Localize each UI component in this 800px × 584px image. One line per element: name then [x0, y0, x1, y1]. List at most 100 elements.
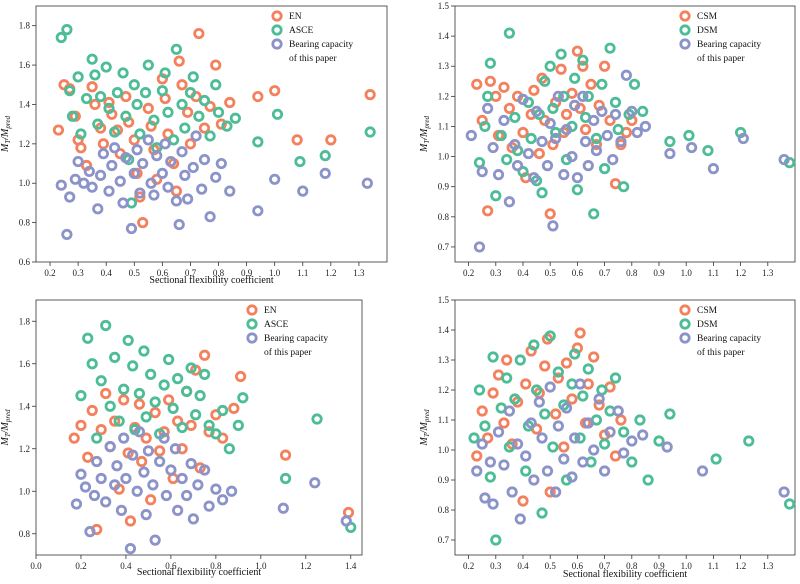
data-point — [582, 417, 594, 429]
data-point — [490, 190, 502, 202]
data-point — [560, 357, 573, 369]
data-point — [536, 187, 548, 199]
data-point — [696, 465, 709, 477]
data-point — [566, 393, 578, 405]
data-point — [173, 55, 185, 67]
data-point — [637, 429, 649, 441]
data-point — [55, 179, 67, 191]
x-tick-label: 1.0 — [269, 268, 281, 278]
data-point — [79, 481, 92, 493]
data-point — [179, 122, 191, 134]
data-point — [618, 426, 630, 438]
data-point — [628, 78, 641, 90]
data-point — [590, 132, 603, 145]
data-point — [131, 485, 143, 497]
y-tick-label: 1.4 — [19, 99, 31, 109]
data-point — [113, 415, 125, 427]
x-tick-label: 0.8 — [626, 268, 638, 278]
data-point — [487, 141, 499, 154]
chart-panel-3: 0.0 0.2 0.4 0.6 0.8 1.0 1.2 1.4 0.8 1.0 1.2 1.4 1.6 1… — [0, 299, 363, 578]
data-point — [585, 78, 597, 90]
x-tick-label: 0.6 — [572, 561, 584, 571]
data-point — [75, 468, 87, 480]
data-point — [158, 432, 170, 444]
data-point — [118, 394, 130, 406]
data-point — [558, 90, 570, 102]
data-point — [612, 123, 624, 136]
data-point — [555, 48, 567, 60]
data-point — [95, 424, 107, 436]
y-tick-label: 1.5 — [438, 1, 450, 11]
data-point — [192, 479, 204, 491]
data-point — [162, 128, 174, 140]
data-point — [484, 57, 496, 69]
data-point — [325, 134, 337, 146]
data-point — [582, 363, 594, 375]
data-point — [598, 465, 611, 477]
data-point — [530, 384, 543, 396]
data-point — [88, 489, 101, 502]
data-point — [615, 414, 627, 426]
chart-panel-2: 0.2 0.3 0.4 0.5 0.6 0.7 0.8 0.9 1.0 1.1 1.2 1.3 0.7 0… — [419, 1, 796, 278]
data-point — [501, 354, 513, 366]
data-point — [566, 471, 578, 483]
data-point — [473, 384, 486, 396]
data-point — [128, 79, 140, 91]
data-point — [596, 384, 608, 396]
legend-label: EN — [289, 12, 302, 22]
data-point — [571, 184, 584, 196]
data-point — [664, 135, 676, 148]
data-point — [664, 408, 676, 420]
y-tick-label: 1.4 — [438, 31, 450, 41]
data-point — [172, 373, 184, 385]
data-point — [509, 138, 521, 151]
data-point — [604, 42, 616, 54]
data-point — [609, 96, 622, 108]
x-tick-label: 0.2 — [463, 268, 474, 278]
data-point — [582, 160, 594, 172]
data-point — [465, 129, 477, 142]
data-point — [95, 375, 107, 387]
data-point — [686, 141, 698, 154]
data-point — [476, 438, 488, 450]
y-tick-label: 1.8 — [19, 316, 31, 326]
data-point — [487, 498, 499, 510]
data-point — [145, 494, 157, 506]
data-point — [503, 102, 515, 115]
data-point — [156, 85, 168, 97]
data-point — [528, 339, 540, 351]
data-point — [558, 453, 570, 465]
data-point — [560, 108, 573, 121]
data-point — [83, 165, 95, 178]
chart-panel-1: 0.2 0.3 0.4 0.5 0.6 0.7 0.8 0.9 1.0 1.1 1.2 1.3 0.6 0… — [0, 5, 388, 286]
data-point — [103, 185, 115, 197]
data-point — [634, 414, 646, 426]
y-tick-label: 0.8 — [438, 505, 450, 515]
data-point — [550, 126, 562, 139]
data-point — [319, 150, 331, 162]
y-axis-label: MT/Mpred — [419, 409, 431, 446]
data-point — [138, 466, 150, 478]
data-point — [92, 118, 104, 130]
data-point — [544, 208, 556, 220]
x-axis-label: Sectional flexibility coefficient — [149, 275, 273, 286]
data-point — [147, 479, 159, 491]
data-point — [190, 409, 202, 421]
data-point — [364, 126, 376, 138]
data-point — [204, 130, 216, 142]
data-point — [203, 500, 215, 512]
data-point — [131, 144, 143, 156]
data-point — [109, 126, 121, 138]
data-point — [577, 90, 589, 102]
data-point — [131, 98, 143, 111]
data-point — [539, 75, 551, 87]
data-point — [176, 421, 188, 434]
x-tick-label: 0.4 — [517, 268, 529, 278]
data-point — [120, 110, 132, 122]
data-point — [471, 450, 483, 462]
data-point — [547, 441, 559, 453]
series-2 — [75, 319, 357, 533]
data-point — [620, 69, 632, 81]
legend-marker — [679, 38, 691, 50]
data-point — [223, 443, 235, 455]
